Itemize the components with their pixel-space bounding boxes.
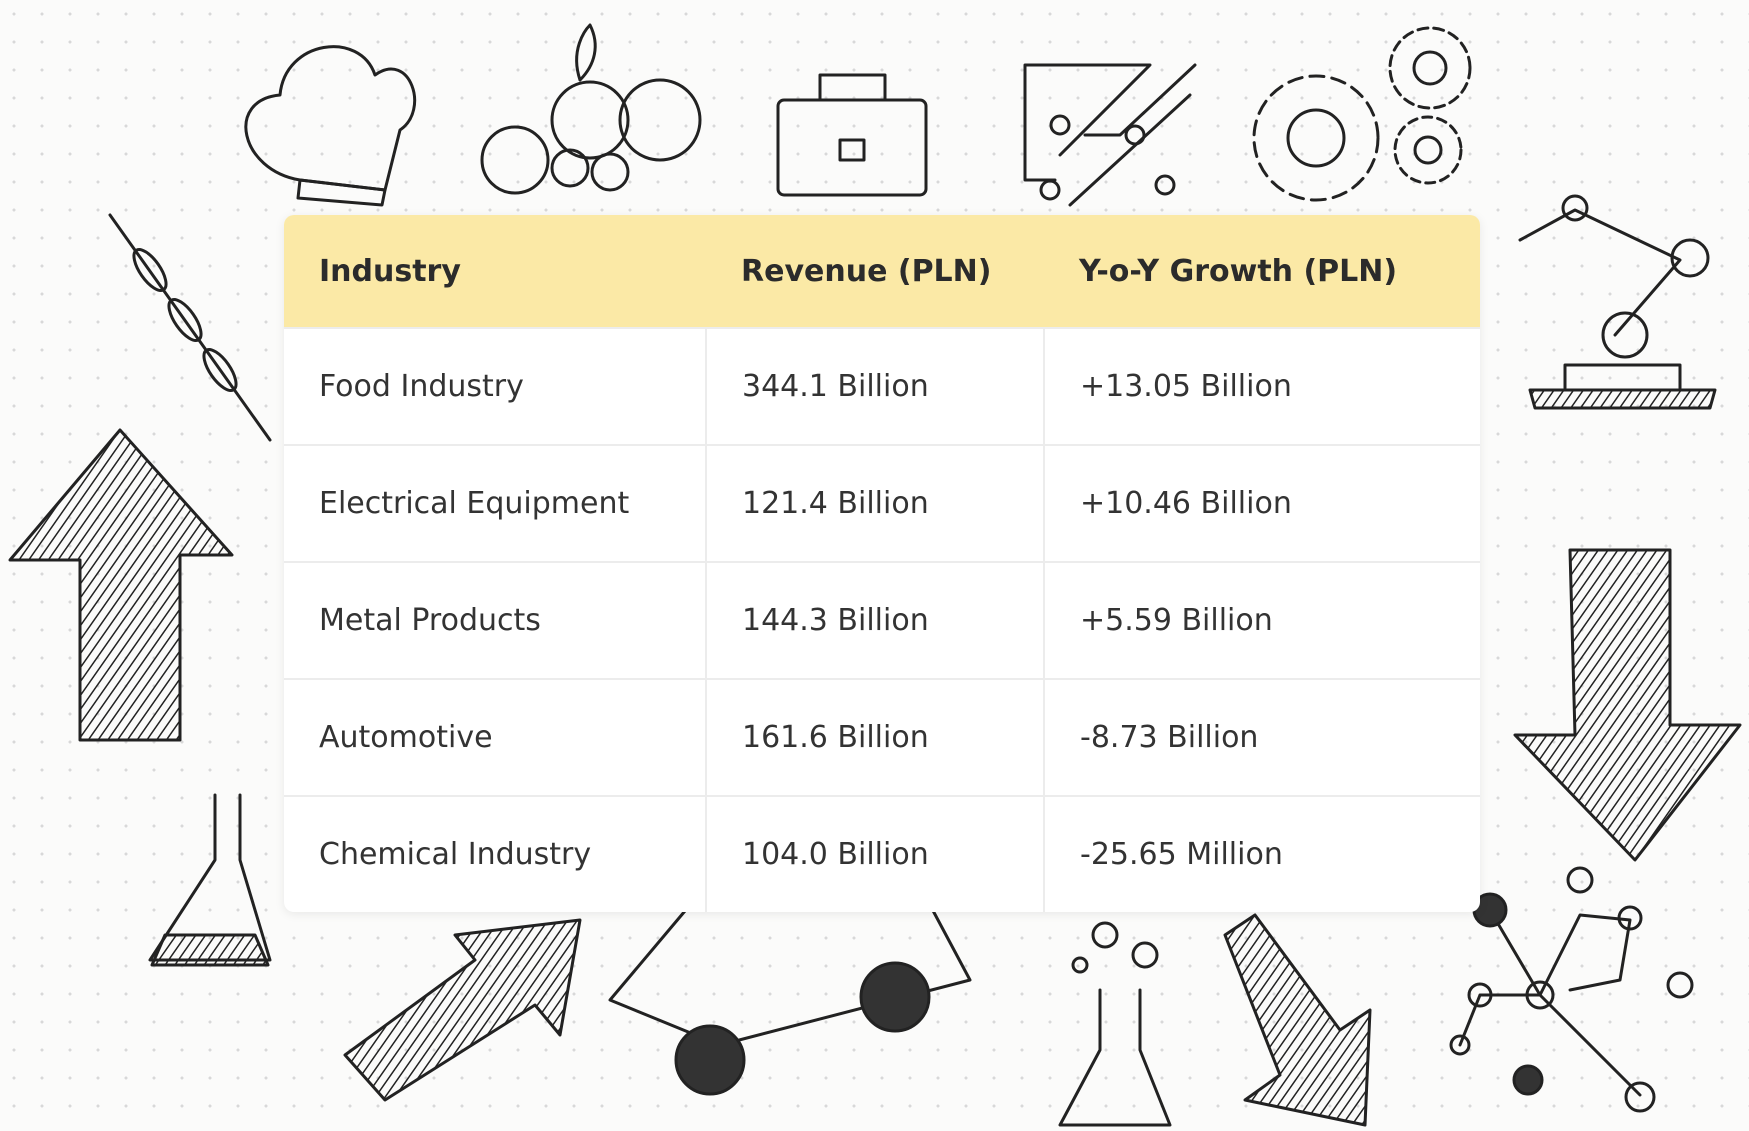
table-cell: Automotive xyxy=(284,678,707,796)
table-cell: 104.0 Billion xyxy=(706,795,1045,912)
table-cell: Metal Products xyxy=(284,561,707,679)
table-cell: -8.73 Billion xyxy=(1044,678,1480,796)
table-cell: 344.1 Billion xyxy=(706,327,1045,445)
table-row: Metal Products 144.3 Billion +5.59 Billion xyxy=(284,561,1480,679)
table-cell: -25.65 Million xyxy=(1044,795,1480,912)
table-body: Food Industry 344.1 Billion +13.05 Billion… xyxy=(284,327,1480,912)
industry-table: Industry Revenue (PLN) Y-o-Y Growth (PLN… xyxy=(284,215,1480,912)
table-cell: 161.6 Billion xyxy=(706,678,1045,796)
table-cell: Electrical Equipment xyxy=(284,444,707,562)
table-row: Chemical Industry 104.0 Billion -25.65 Mil… xyxy=(284,795,1480,912)
table-cell: 121.4 Billion xyxy=(706,444,1045,562)
header-cell: Industry xyxy=(284,215,706,328)
table-card: Industry Revenue (PLN) Y-o-Y Growth (PLN… xyxy=(284,215,1480,912)
table-cell: 144.3 Billion xyxy=(706,561,1045,679)
table-row: Automotive 161.6 Billion -8.73 Billion xyxy=(284,678,1480,796)
header-cell: Y-o-Y Growth (PLN) xyxy=(1044,215,1480,328)
table-cell: Chemical Industry xyxy=(284,795,707,912)
table-cell: +5.59 Billion xyxy=(1044,561,1480,679)
table-row: Electrical Equipment 121.4 Billion +10.46 … xyxy=(284,444,1480,562)
header-row: Industry Revenue (PLN) Y-o-Y Growth (PLN… xyxy=(284,215,1480,328)
table-cell: +10.46 Billion xyxy=(1044,444,1480,562)
header-cell: Revenue (PLN) xyxy=(706,215,1044,328)
table-cell: +13.05 Billion xyxy=(1044,327,1480,445)
table-row: Food Industry 344.1 Billion +13.05 Billion xyxy=(284,327,1480,445)
table-cell: Food Industry xyxy=(284,327,707,445)
